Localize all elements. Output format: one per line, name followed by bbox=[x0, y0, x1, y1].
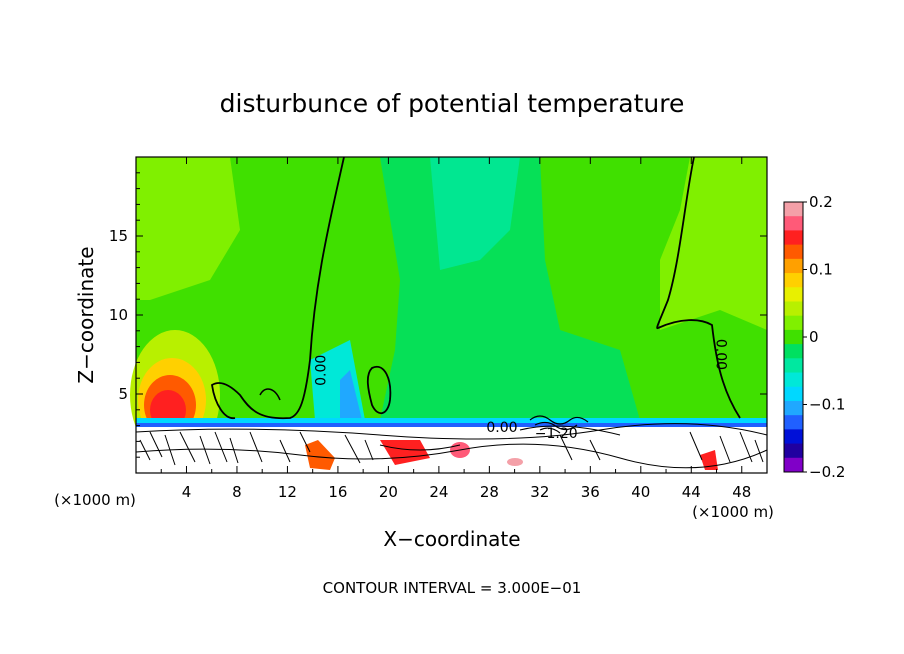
boundary-stripe-cyan bbox=[136, 418, 767, 423]
colorbar-swatch bbox=[784, 372, 803, 388]
red-patch-1 bbox=[305, 440, 335, 470]
zero-contour-lower bbox=[259, 388, 281, 401]
x-tick-label: 4 bbox=[182, 483, 192, 501]
contour-label: −1.20 bbox=[535, 426, 578, 442]
teal-region-core bbox=[430, 157, 520, 270]
x-tick-label: 20 bbox=[379, 483, 398, 501]
colorbar-tick-label: 0.2 bbox=[809, 193, 833, 211]
x-tick-label: 16 bbox=[328, 483, 347, 501]
colorbar-tick-label: −0.1 bbox=[809, 396, 845, 414]
chart-title: disturbunce of potential temperature bbox=[220, 89, 685, 118]
light-green-region-left bbox=[136, 157, 240, 300]
y-tick-label: 10 bbox=[109, 306, 128, 324]
colorbar-swatch bbox=[784, 329, 803, 345]
x-tick-label: 12 bbox=[278, 483, 297, 501]
x-unit-label-left: (×1000 m) bbox=[54, 491, 136, 509]
colorbar-swatch bbox=[784, 443, 803, 459]
colorbar-swatch bbox=[784, 202, 803, 217]
zero-contour-right bbox=[656, 156, 741, 419]
colorbar-swatch bbox=[784, 400, 803, 416]
colorbar-tick-label: −0.2 bbox=[809, 463, 845, 481]
zero-contour-left bbox=[211, 156, 345, 420]
contour-label: 0.00 bbox=[486, 420, 517, 436]
y-tick-label: 5 bbox=[118, 385, 128, 403]
colorbar: 0.2 0.1 0 −0.1 −0.2 bbox=[783, 193, 845, 481]
colorbar-swatch bbox=[784, 301, 803, 317]
y-tick-label: 15 bbox=[109, 227, 128, 245]
boundary-contours bbox=[135, 423, 768, 469]
x-tick-label: 40 bbox=[631, 483, 650, 501]
colorbar-swatch bbox=[784, 230, 803, 246]
colorbar-swatch bbox=[784, 244, 803, 260]
colorbar-tick-label: 0 bbox=[809, 328, 819, 346]
boundary-stripe-blue bbox=[136, 423, 767, 427]
blue-plume bbox=[340, 370, 362, 420]
x-tick-label: 8 bbox=[232, 483, 242, 501]
colorbar-swatch bbox=[784, 287, 803, 302]
x-tick-label: 32 bbox=[530, 483, 549, 501]
x-axis-ticks: 4 8 12 16 20 24 28 32 36 40 44 48 bbox=[160, 157, 751, 501]
colorbar-tick-label: 0.1 bbox=[809, 261, 833, 279]
contour-label: 0.00 bbox=[313, 355, 329, 386]
contour-labels: 0.00 0.00 0.00 −1.20 bbox=[313, 339, 728, 442]
colorbar-swatch bbox=[784, 216, 803, 231]
x-tick-label: 36 bbox=[581, 483, 600, 501]
y-axis-label: Z−coordinate bbox=[74, 246, 98, 383]
colorbar-swatch bbox=[784, 344, 803, 359]
colorbar-swatch bbox=[784, 273, 803, 288]
contour-interval-footer: CONTOUR INTERVAL = 3.000E−01 bbox=[323, 579, 582, 597]
x-tick-label: 48 bbox=[732, 483, 751, 501]
colorbar-swatch bbox=[784, 358, 803, 374]
red-patch-4 bbox=[700, 450, 718, 470]
x-tick-label: 44 bbox=[682, 483, 701, 501]
colorbar-swatch bbox=[784, 429, 803, 445]
zero-contour-loop bbox=[366, 365, 392, 414]
colorbar-swatch bbox=[784, 386, 803, 402]
x-tick-label: 28 bbox=[480, 483, 499, 501]
red-patch-2 bbox=[380, 440, 430, 465]
x-tick-label: 24 bbox=[429, 483, 448, 501]
colorbar-swatch bbox=[784, 315, 803, 331]
colorbar-swatch bbox=[784, 258, 803, 274]
colorbar-swatch bbox=[784, 415, 803, 430]
x-unit-label-right: (×1000 m) bbox=[692, 503, 774, 521]
contour-label: 0.00 bbox=[713, 339, 729, 370]
colorbar-swatch bbox=[784, 457, 803, 473]
contour-cluster bbox=[529, 415, 589, 434]
x-axis-label: X−coordinate bbox=[383, 527, 520, 551]
plot-area: 0.00 0.00 0.00 −1.20 bbox=[130, 156, 768, 474]
pink-patch bbox=[507, 458, 523, 466]
y-axis-ticks: 5 10 15 bbox=[109, 172, 767, 458]
